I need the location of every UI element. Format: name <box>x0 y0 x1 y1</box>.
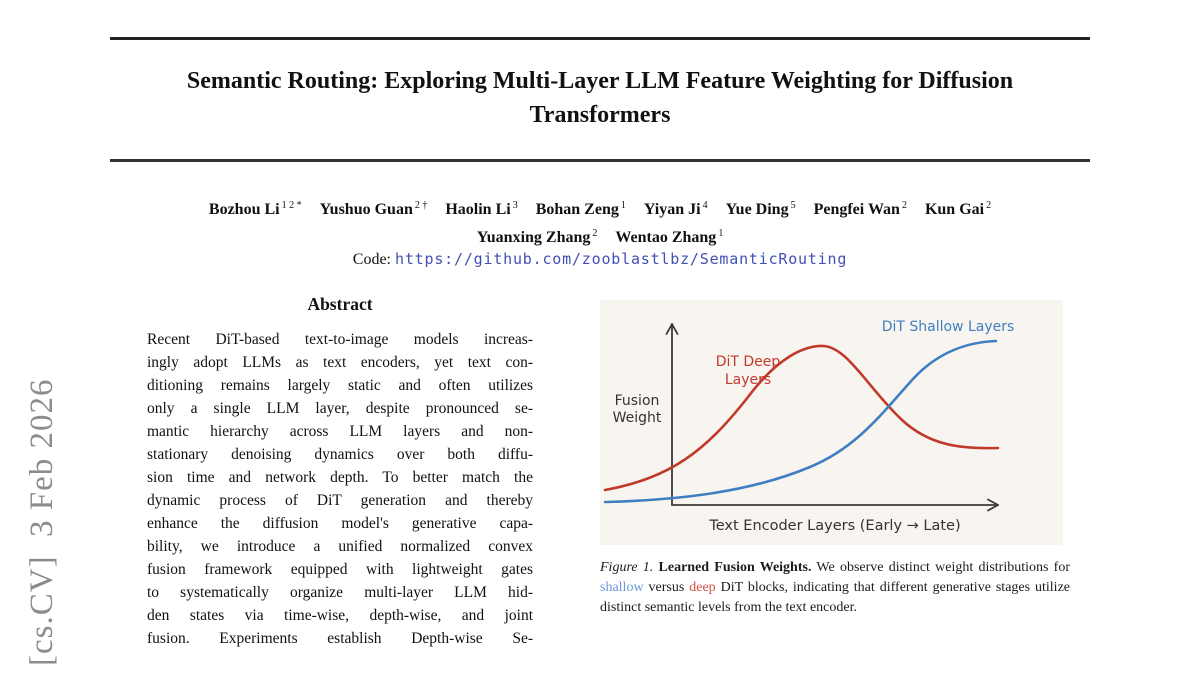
deep-layers-label-line-2: Layers <box>725 372 771 388</box>
caption-segment: Figure 1. <box>600 560 654 575</box>
author-name: Wentao Zhang 1 <box>615 228 724 247</box>
abstract-line: mantic hierarchy across LLM layers and n… <box>147 423 533 440</box>
deep-layers-label-line-1: DiT Deep <box>716 354 781 370</box>
abstract-line: fusion framework equipped with lightweig… <box>147 561 533 578</box>
author-name: Yushuo Guan 2 † <box>319 200 428 219</box>
abstract-line: to systematically organize multi-layer L… <box>147 584 533 601</box>
caption-segment: DiT blocks, indicating that different ge… <box>600 580 1070 615</box>
author-affiliation-superscript: 4 <box>702 200 708 211</box>
author-name: Bozhou Li 1 2 * <box>208 200 302 219</box>
y-axis-label-line-2: Weight <box>613 410 662 426</box>
abstract-line: ingly adopt LLMs as text encoders, yet t… <box>147 354 533 371</box>
code-label: Code: <box>352 251 391 268</box>
y-axis-label-line-1: Fusion <box>615 393 660 409</box>
shallow-layers-curve <box>603 339 998 504</box>
author-name: Yiyan Ji 4 <box>643 200 708 219</box>
fusion-weights-svg: DiT Deep Layers DiT Shallow Layers Fusio… <box>603 319 1015 534</box>
abstract-section: Abstract Recent DiT-based text-to-image … <box>147 294 533 650</box>
author-name: Yue Ding 5 <box>725 200 796 219</box>
author-name: Pengfei Wan 2 <box>813 200 907 219</box>
title-separator-rule <box>110 159 1090 162</box>
author-name: Bohan Zeng 1 <box>535 200 626 219</box>
authors-line-2: Yuanxing Zhang 2 Wentao Zhang 1 <box>60 228 1140 247</box>
author-affiliation-superscript: 1 <box>620 200 626 211</box>
shallow-layers-label: DiT Shallow Layers <box>882 319 1015 335</box>
abstract-heading: Abstract <box>307 294 373 314</box>
abstract-line: bility, we introduce a unified normalize… <box>147 538 533 555</box>
abstract-line: only a single LLM layer, despite pronoun… <box>147 400 533 417</box>
abstract-line: den states via time-wise, depth-wise, an… <box>147 607 533 624</box>
caption-segment: We observe distinct weight distributions… <box>816 560 1071 575</box>
code-repo-link[interactable]: https://github.com/zooblastlbz/SemanticR… <box>395 250 848 268</box>
author-name: Yuanxing Zhang 2 <box>476 228 598 247</box>
abstract-line: ditioning remains largely static and oft… <box>147 377 533 394</box>
abstract-line: Recent DiT-based text-to-image models in… <box>147 331 533 348</box>
authors-line-1: Bozhou Li 1 2 * Yushuo Guan 2 † Haolin Li 3… <box>60 200 1140 219</box>
x-axis-label: Text Encoder Layers (Early → Late) <box>708 518 960 534</box>
abstract-text: Recent DiT-based text-to-image models in… <box>147 328 533 650</box>
caption-segment: versus <box>648 580 690 595</box>
author-affiliation-superscript: 2 <box>986 200 992 211</box>
caption-segment: Learned Fusion Weights. <box>658 560 812 575</box>
arxiv-watermark: [cs.CV] 3 Feb 2026 <box>24 378 60 666</box>
author-affiliation-superscript: 2 † <box>414 200 428 211</box>
author-affiliation-superscript: 1 <box>718 228 724 239</box>
code-line: Code: https://github.com/zooblastlbz/Sem… <box>60 250 1140 269</box>
author-name: Kun Gai 2 <box>924 200 992 219</box>
axes <box>665 323 999 512</box>
caption-segment: shallow <box>600 580 644 595</box>
author-affiliation-superscript: 2 <box>592 228 598 239</box>
x-axis-arrowhead <box>987 498 999 512</box>
figure-1: DiT Deep Layers DiT Shallow Layers Fusio… <box>600 300 1070 615</box>
paper-title-line-1: Semantic Routing: Exploring Multi-Layer … <box>186 68 1014 94</box>
author-affiliation-superscript: 3 <box>512 200 518 211</box>
y-axis-arrowhead <box>665 323 679 335</box>
deep-layers-curve <box>603 344 1000 492</box>
abstract-line: fusion. Experiments establish Depth-wise… <box>147 630 533 647</box>
abstract-line: sion time and network depth. To better m… <box>147 469 533 486</box>
abstract-line: enhance the diffusion model's generative… <box>147 515 533 532</box>
paper-title: Semantic Routing: Exploring Multi-Layer … <box>110 64 1090 132</box>
fusion-weights-chart: DiT Deep Layers DiT Shallow Layers Fusio… <box>600 300 1063 545</box>
paper-title-line-2: Transformers <box>529 102 671 128</box>
abstract-line: stationary denoising dynamics over both … <box>147 446 533 463</box>
caption-segment: deep <box>689 580 716 595</box>
author-affiliation-superscript: 1 2 * <box>281 200 302 211</box>
figure-caption: Figure 1. Learned Fusion Weights. We obs… <box>600 558 1070 618</box>
author-affiliation-superscript: 5 <box>790 200 796 211</box>
top-rule <box>110 37 1090 40</box>
author-affiliation-superscript: 2 <box>901 200 907 211</box>
author-name: Haolin Li 3 <box>445 200 518 219</box>
abstract-line: dynamic process of DiT generation and th… <box>147 492 533 509</box>
